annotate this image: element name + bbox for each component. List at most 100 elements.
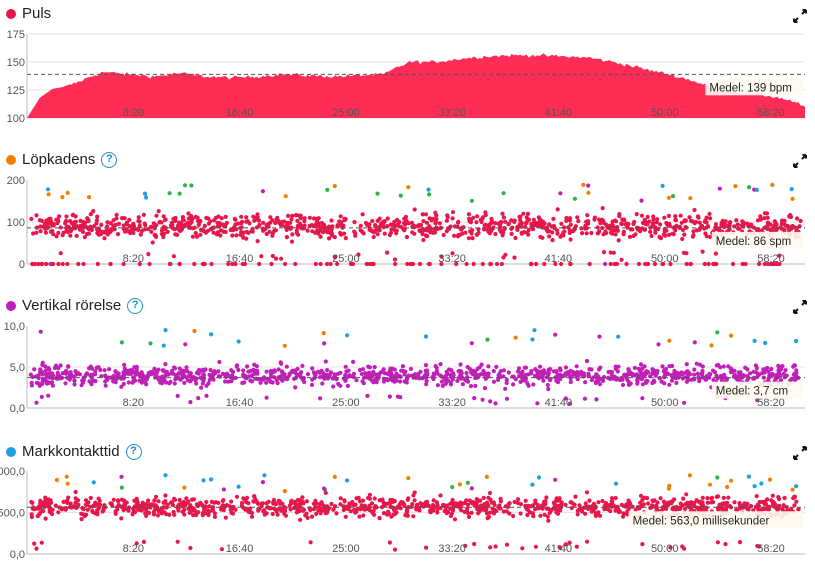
help-icon[interactable]: ? <box>127 297 144 314</box>
scatter-point <box>274 256 279 261</box>
panel-puls: Puls 8:20 16:40 25:00 33:20 41:40 50:00 58:20 1… <box>0 0 815 125</box>
scatter-point <box>485 337 490 342</box>
scatter-point <box>181 218 186 223</box>
scatter-point <box>370 372 375 377</box>
scatter-point <box>348 261 353 267</box>
scatter-point <box>159 220 164 225</box>
scatter-point <box>408 366 413 371</box>
scatter-point <box>589 509 594 514</box>
scatter-point <box>658 222 663 227</box>
scatter-point <box>152 498 157 503</box>
scatter-point <box>568 222 573 227</box>
scatter-point <box>191 497 197 502</box>
scatter-point <box>338 370 343 375</box>
scatter-point <box>728 370 734 375</box>
scatter-point <box>35 514 40 519</box>
expand-icon[interactable] <box>793 446 807 460</box>
scatter-point <box>254 364 259 369</box>
scatter-point <box>314 511 319 516</box>
scatter-point <box>182 222 188 228</box>
scatter-point <box>160 510 165 515</box>
scatter-point <box>116 498 121 503</box>
scatter-point <box>360 229 365 234</box>
scatter-point <box>749 222 754 227</box>
scatter-point <box>504 542 510 547</box>
scatter-point <box>143 195 149 200</box>
scatter-point <box>268 506 274 511</box>
scatter-point <box>484 474 489 479</box>
scatter-point <box>137 219 142 224</box>
expand-icon[interactable] <box>793 154 807 168</box>
x-tick-label: 41:40 <box>545 253 573 265</box>
scatter-point <box>357 367 363 373</box>
scatter-point <box>201 372 206 377</box>
scatter-point <box>781 503 786 508</box>
scatter-point <box>40 261 45 267</box>
scatter-point <box>577 503 582 508</box>
scatter-point <box>769 373 774 378</box>
scatter-point <box>54 477 60 483</box>
scatter-point <box>526 383 531 388</box>
scatter-point <box>332 255 337 260</box>
scatter-point <box>568 379 573 385</box>
scatter-point <box>639 213 645 218</box>
scatter-point <box>475 507 480 512</box>
scatter-point <box>193 231 198 236</box>
scatter-point <box>83 498 89 503</box>
scatter-point <box>248 378 253 383</box>
scatter-point <box>699 371 704 376</box>
scatter-point <box>183 342 188 347</box>
scatter-point <box>367 227 372 232</box>
scatter-point <box>163 473 168 478</box>
scatter-point <box>463 377 468 382</box>
scatter-point <box>687 473 693 478</box>
scatter-point <box>318 396 323 401</box>
scatter-point <box>386 509 391 514</box>
scatter-point <box>620 382 626 388</box>
scatter-point <box>103 383 108 388</box>
scatter-point <box>534 368 539 373</box>
scatter-point <box>241 496 246 501</box>
scatter-point <box>435 506 440 512</box>
scatter-point <box>300 495 305 500</box>
expand-icon[interactable] <box>793 300 807 314</box>
scatter-point <box>424 382 429 387</box>
scatter-point <box>455 378 460 383</box>
scatter-point <box>423 500 428 505</box>
scatter-point <box>448 382 453 387</box>
y-tick-label: 0 <box>19 259 25 271</box>
y-tick-label: 0,0 <box>10 403 25 415</box>
scatter-point <box>667 382 672 387</box>
scatter-point <box>255 500 260 505</box>
scatter-point <box>66 224 71 230</box>
scatter-point <box>280 219 285 224</box>
scatter-point <box>488 399 493 404</box>
scatter-point <box>100 509 105 514</box>
scatter-point <box>662 381 667 386</box>
scatter-point <box>688 261 693 267</box>
scatter-point <box>158 380 163 385</box>
scatter-point <box>652 261 658 267</box>
scatter-point <box>524 220 529 225</box>
scatter-point <box>332 474 337 479</box>
scatter-point <box>501 509 506 514</box>
help-icon[interactable]: ? <box>125 443 142 460</box>
scatter-point <box>256 218 262 223</box>
series-dot <box>6 154 16 165</box>
scatter-point <box>790 487 795 492</box>
scatter-point <box>465 480 470 485</box>
scatter-point <box>134 541 139 546</box>
scatter-point <box>529 371 534 376</box>
scatter-point <box>467 218 472 223</box>
scatter-point <box>80 229 86 234</box>
scatter-point <box>617 212 622 217</box>
scatter-point <box>72 382 77 387</box>
scatter-point <box>193 214 198 219</box>
scatter-point <box>571 229 576 234</box>
x-tick-label: 50:00 <box>651 253 679 265</box>
scatter-point <box>581 182 586 187</box>
scatter-point <box>359 503 364 508</box>
expand-icon[interactable] <box>793 9 807 23</box>
scatter-point <box>379 505 385 510</box>
help-icon[interactable]: ? <box>101 151 118 168</box>
